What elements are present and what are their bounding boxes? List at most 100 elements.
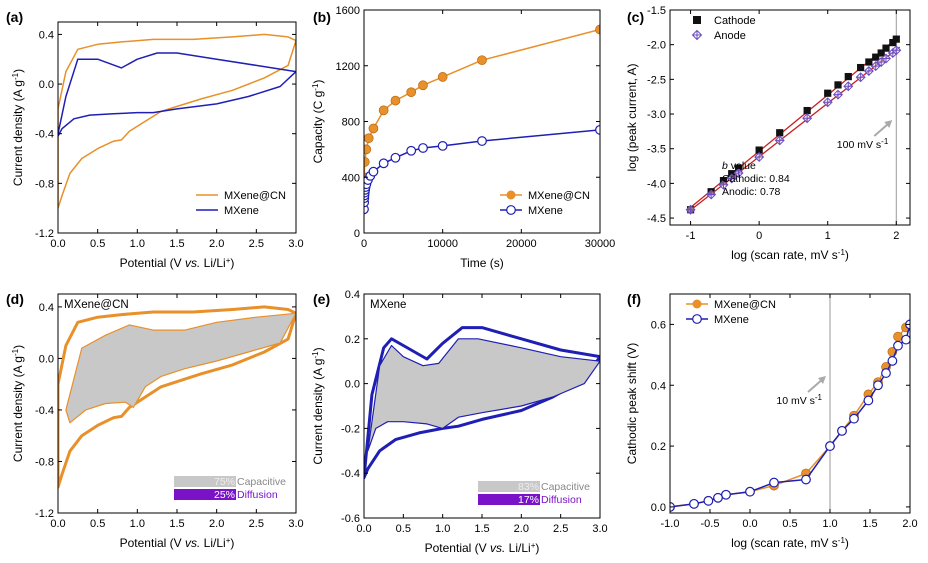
contribution-bar — [478, 494, 540, 505]
y-tick-label: 0 — [354, 228, 360, 240]
data-point — [745, 486, 755, 497]
y-tick-label: -0.4 — [35, 405, 54, 417]
data-point — [849, 413, 859, 424]
y-tick-label: 0.0 — [39, 79, 54, 91]
data-point — [863, 66, 874, 77]
series-line-MXene@CN — [58, 33, 296, 209]
inset-label: MXene@CN — [64, 299, 129, 311]
plot-area — [670, 319, 910, 512]
x-axis-label: Time (s) — [460, 256, 504, 270]
contribution-label: Diffusion — [541, 494, 582, 506]
series-line-MXene — [58, 52, 296, 137]
contribution-bar — [478, 481, 540, 492]
data-point — [769, 477, 779, 488]
x-tick-label: 2.0 — [902, 518, 917, 530]
x-tick-label: 0.5 — [90, 518, 105, 530]
legend-marker — [691, 29, 703, 41]
x-tick-label: 2.0 — [209, 238, 224, 250]
x-tick-label: -1 — [686, 230, 696, 242]
y-tick-label: 800 — [342, 117, 360, 129]
x-tick-label: 0.0 — [50, 518, 65, 530]
y-tick-label: -0.6 — [341, 513, 360, 525]
data-point — [406, 145, 417, 156]
data-point — [390, 152, 401, 163]
x-tick-label: 1.5 — [862, 518, 877, 530]
annotation-arrowhead — [884, 120, 893, 128]
series-line-MXene@CN — [670, 323, 910, 508]
y-tick-label: -0.4 — [35, 129, 54, 141]
data-point — [364, 157, 370, 167]
data-point — [822, 97, 833, 108]
plot-area — [58, 305, 296, 489]
legend-marker — [692, 299, 702, 309]
y-axis-label: Cathodic peak shift (V) — [625, 343, 639, 464]
data-point — [881, 368, 891, 378]
y-tick-label: -4.5 — [647, 213, 666, 225]
data-point — [891, 45, 902, 56]
y-tick-label: 0.4 — [345, 289, 360, 301]
data-point — [880, 53, 892, 64]
legend-label: MXene — [714, 314, 749, 326]
panel-b: (b) 0 10000 20000 30000 0 400 800 1200 1600 Time (… — [311, 5, 616, 270]
data-point — [368, 166, 379, 177]
x-tick-label: 0 — [361, 238, 367, 250]
plot-area — [364, 24, 600, 215]
y-tick-label: 0.4 — [39, 302, 54, 314]
data-point — [825, 441, 835, 451]
data-point — [887, 356, 898, 366]
y-tick-label: 1600 — [336, 5, 360, 17]
x-tick-label: 0.0 — [50, 238, 65, 250]
contribution-label: Capacitive — [237, 476, 286, 488]
y-tick-label: 0.4 — [39, 29, 54, 41]
data-point — [721, 489, 731, 500]
data-point — [368, 123, 379, 134]
y-tick-label: 0.4 — [651, 380, 666, 392]
panel-letter: (d) — [6, 291, 24, 307]
y-axis-label: Current density (A g-1) — [11, 69, 26, 186]
x-tick-label: 0 — [756, 230, 762, 242]
contribution-percent: 25% — [214, 489, 235, 501]
contribution-percent: 17% — [518, 494, 539, 506]
y-axis-label: Current density (A g-1) — [311, 347, 326, 464]
panel-e: (e) 0.0 0.5 1.0 1.5 2.0 2.5 3.0 0.4 0.2 0.0 -0.2 -0.… — [311, 289, 608, 555]
data-point — [887, 47, 898, 59]
data-point — [418, 80, 428, 91]
plot-area — [685, 35, 902, 215]
data-point — [803, 106, 811, 115]
x-tick-label: 2.0 — [209, 518, 224, 530]
y-axis-label: Current density (A g-1) — [11, 345, 26, 462]
panel-letter: (f) — [627, 291, 641, 307]
x-tick-label: 0.5 — [90, 238, 105, 250]
y-tick-label: -0.8 — [35, 456, 54, 468]
data-point — [824, 89, 832, 97]
data-point — [378, 105, 389, 116]
data-point — [390, 95, 401, 106]
x-tick-label: 10000 — [427, 238, 458, 250]
x-tick-label: 2.0 — [514, 523, 529, 535]
y-tick-label: -1.5 — [647, 5, 666, 17]
legend-label: Cathode — [714, 15, 756, 27]
x-tick-label: 2 — [893, 230, 899, 242]
x-tick-label: 1.0 — [435, 523, 450, 535]
b-value-text: b value — [722, 160, 756, 172]
y-axis-label: Capacity (C g-1) — [311, 80, 326, 164]
contribution-bar — [174, 476, 236, 487]
x-tick-label: 0.5 — [396, 523, 411, 535]
x-tick-label: -1.0 — [661, 518, 680, 530]
contribution-percent: 83% — [518, 481, 539, 493]
y-tick-label: -1.2 — [35, 228, 54, 240]
x-axis-label: Potential (V vs. Li/Li+) — [425, 541, 540, 556]
y-tick-label: 0.2 — [651, 441, 666, 453]
data-point — [843, 81, 854, 92]
x-tick-label: 30000 — [585, 238, 616, 250]
x-tick-label: 3.0 — [288, 518, 303, 530]
series-line-total — [364, 326, 600, 480]
legend-marker — [693, 16, 701, 24]
data-point — [595, 24, 600, 35]
legend-label: MXene@CN — [714, 299, 776, 311]
data-point — [437, 72, 448, 82]
y-tick-label: -3.0 — [647, 109, 666, 121]
x-axis-label: Potential (V vs. Li/Li+) — [120, 536, 235, 551]
data-point — [863, 395, 874, 406]
